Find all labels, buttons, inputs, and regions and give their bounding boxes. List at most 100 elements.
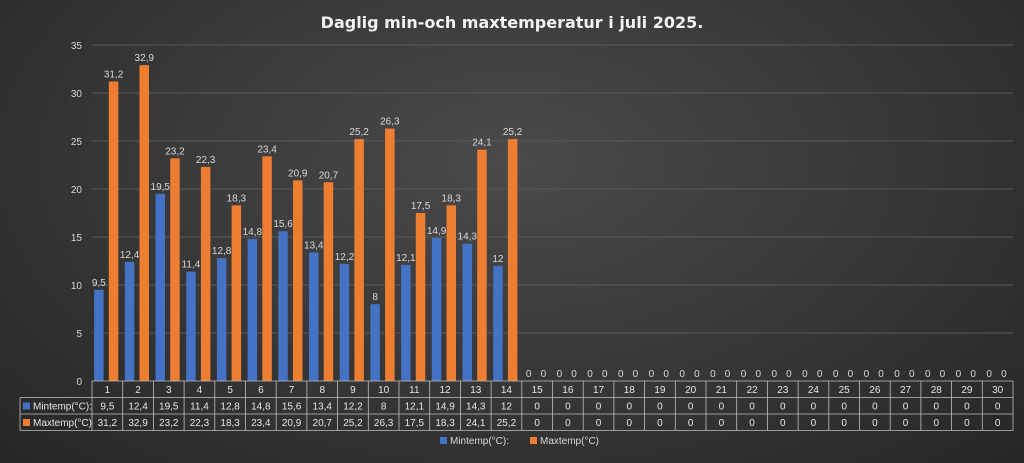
table-cell: 22,3 xyxy=(190,418,210,429)
data-label: 0 xyxy=(663,369,669,380)
table-cell: 0 xyxy=(841,402,847,413)
bar-max xyxy=(507,139,518,381)
data-label: 0 xyxy=(786,369,792,380)
table-cell: 0 xyxy=(657,418,663,429)
x-tick-label: 27 xyxy=(900,385,912,396)
x-tick-label: 24 xyxy=(808,385,820,396)
bar-max xyxy=(415,213,426,381)
data-label: 12,1 xyxy=(396,253,416,264)
table-cell: 0 xyxy=(657,402,663,413)
table-cell: 0 xyxy=(933,418,939,429)
bar-min xyxy=(370,304,380,381)
table-cell: 14,8 xyxy=(251,402,271,413)
data-label: 0 xyxy=(587,369,593,380)
y-tick-label: 0 xyxy=(76,377,82,388)
data-label: 22,3 xyxy=(196,155,216,166)
data-label: 9,5 xyxy=(92,278,106,289)
data-label: 23,4 xyxy=(257,144,277,155)
bar-min xyxy=(309,252,319,381)
table-cell: 9,5 xyxy=(100,402,114,413)
table-cell: 18,3 xyxy=(220,418,240,429)
table-cell: 0 xyxy=(841,418,847,429)
table-cell: 0 xyxy=(872,418,878,429)
bar-min xyxy=(462,243,472,381)
data-label: 0 xyxy=(526,369,532,380)
table-cell: 23,2 xyxy=(159,418,179,429)
x-tick-label: 4 xyxy=(197,385,203,396)
data-label: 0 xyxy=(633,369,639,380)
bar-max xyxy=(385,128,395,381)
data-label: 0 xyxy=(541,369,547,380)
bar-max xyxy=(139,65,149,381)
data-label: 17,5 xyxy=(411,201,431,212)
table-cell: 23,4 xyxy=(251,418,271,429)
table-cell: 12,2 xyxy=(343,402,363,413)
x-tick-label: 8 xyxy=(319,385,325,396)
table-cell: 0 xyxy=(995,418,1001,429)
x-tick-label: 9 xyxy=(350,385,356,396)
table-cell: 32,9 xyxy=(128,418,148,429)
x-tick-label: 10 xyxy=(378,385,390,396)
x-tick-label: 5 xyxy=(227,385,233,396)
data-label: 0 xyxy=(802,369,808,380)
x-tick-label: 13 xyxy=(470,385,482,396)
table-cell: 14,3 xyxy=(466,402,486,413)
y-tick-label: 5 xyxy=(76,329,82,340)
data-label: 25,2 xyxy=(503,127,523,138)
data-label: 0 xyxy=(557,369,563,380)
table-cell: 18,3 xyxy=(435,418,455,429)
data-label: 14,8 xyxy=(243,227,263,238)
table-cell: 14,9 xyxy=(435,402,455,413)
data-label: 0 xyxy=(956,369,962,380)
x-tick-label: 16 xyxy=(562,385,574,396)
table-cell: 0 xyxy=(811,418,817,429)
table-cell: 15,6 xyxy=(282,402,302,413)
table-cell: 25,2 xyxy=(343,418,363,429)
bar-min xyxy=(247,238,258,381)
bar-max xyxy=(200,166,211,381)
bar-max xyxy=(170,158,180,381)
legend-label: Mintemp(°C): xyxy=(450,436,509,447)
y-tick-label: 20 xyxy=(71,185,83,196)
data-label: 0 xyxy=(986,369,992,380)
data-label: 0 xyxy=(878,369,884,380)
data-label: 18,3 xyxy=(227,193,247,204)
data-label: 0 xyxy=(618,369,624,380)
x-tick-label: 19 xyxy=(654,385,666,396)
table-cell: 19,5 xyxy=(159,402,179,413)
x-tick-label: 30 xyxy=(992,385,1004,396)
table-cell: 0 xyxy=(719,418,725,429)
table-cell: 24,1 xyxy=(466,418,486,429)
data-label: 0 xyxy=(694,369,700,380)
data-label: 12,2 xyxy=(335,252,355,263)
data-label: 0 xyxy=(940,369,946,380)
x-tick-label: 22 xyxy=(746,385,758,396)
data-label: 0 xyxy=(848,369,854,380)
bars xyxy=(94,65,518,381)
data-label: 20,7 xyxy=(319,170,339,181)
bar-max xyxy=(108,81,119,381)
data-label: 0 xyxy=(602,369,608,380)
x-tick-label: 12 xyxy=(439,385,451,396)
data-label: 12,4 xyxy=(120,250,140,261)
bar-min xyxy=(186,271,196,381)
x-tick-label: 17 xyxy=(593,385,605,396)
data-label: 0 xyxy=(649,369,655,380)
data-label: 15,6 xyxy=(273,219,293,230)
bar-max xyxy=(477,149,487,381)
table-cell: 12,8 xyxy=(220,402,240,413)
x-tick-label: 7 xyxy=(289,385,295,396)
data-table: 1 2 3 4 5 6 7 8 9 10 11 12 13 14 15 16 17 18 19 20 21 22 23 24 2… xyxy=(19,380,1014,431)
y-tick-label: 15 xyxy=(71,233,83,244)
data-label: 25,2 xyxy=(349,127,369,138)
table-cell: 0 xyxy=(688,418,694,429)
data-label: 0 xyxy=(771,369,777,380)
x-tick-label: 3 xyxy=(166,385,172,396)
table-cell: 0 xyxy=(749,418,755,429)
table-cell: 0 xyxy=(780,418,786,429)
table-cell: 0 xyxy=(964,418,970,429)
bar-min xyxy=(431,237,442,381)
y-tick-label: 35 xyxy=(71,41,83,52)
table-cell: 25,2 xyxy=(497,418,517,429)
